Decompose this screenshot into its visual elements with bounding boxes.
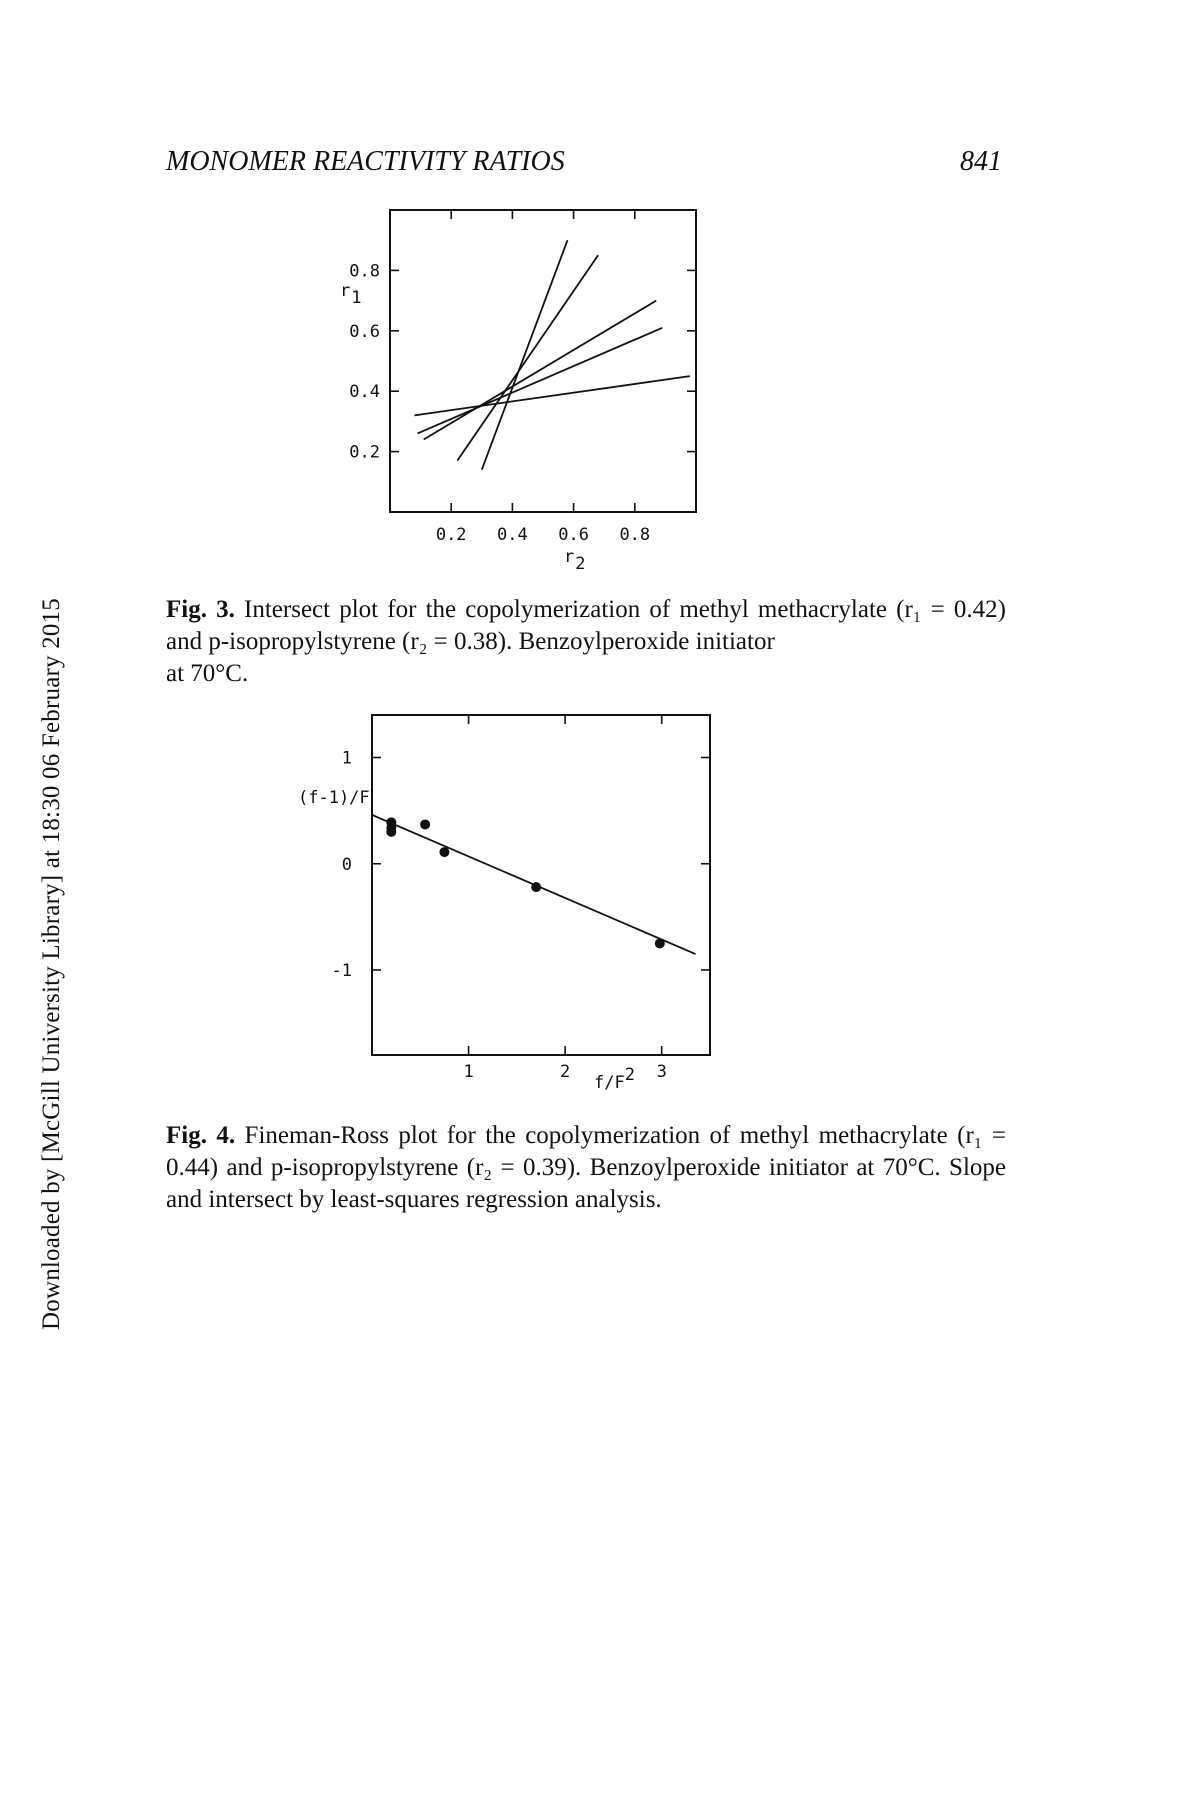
x-tick-label: 1 xyxy=(463,1062,473,1082)
x-axis-label: r2 xyxy=(564,547,586,574)
y-axis-label: (f-1)/F xyxy=(298,788,370,808)
data-point xyxy=(531,882,542,893)
figure-3-intersect-plot: 0.2 0.4 0.6 0.8 0.2 0.4 0.6 0.8 r1 r2 xyxy=(340,209,697,574)
plot-frame xyxy=(371,714,711,1056)
intersect-line xyxy=(480,239,569,471)
y-axis-label: r1 xyxy=(340,281,362,308)
y-tick-label: -1 xyxy=(332,961,352,981)
data-point xyxy=(420,819,431,830)
x-tick-label: 0.2 xyxy=(436,525,467,545)
figure-4-caption: Fig. 4. Fineman-Ross plot for the copoly… xyxy=(166,1120,1006,1216)
figure-3-caption: Fig. 3. Intersect plot for the copolymer… xyxy=(166,594,1006,690)
download-watermark: Downloaded by [McGill University Library… xyxy=(38,597,65,1330)
y-tick-label: 1 xyxy=(342,749,352,769)
x-tick-label: 0.6 xyxy=(558,525,589,545)
intersect-line xyxy=(456,254,599,462)
data-point xyxy=(654,938,665,949)
figure-3-label: Fig. 3. xyxy=(166,596,235,623)
y-tick-label: 0 xyxy=(342,855,352,875)
plot-frame xyxy=(389,209,697,513)
figure-4-caption-text: Fineman-Ross plot for the copolymerizati… xyxy=(166,1122,1006,1213)
y-tick-label: 0.6 xyxy=(349,322,380,342)
data-point xyxy=(439,847,450,858)
figure-4-label: Fig. 4. xyxy=(166,1122,236,1149)
x-tick-label: 3 xyxy=(657,1062,667,1082)
y-tick-label: 0.2 xyxy=(349,443,380,463)
y-tick-label: 0.8 xyxy=(349,261,380,281)
intersect-line xyxy=(414,375,691,417)
page-number: 841 xyxy=(960,146,1002,177)
running-title: MONOMER REACTIVITY RATIOS xyxy=(166,146,565,177)
x-tick-label: 2 xyxy=(560,1062,570,1082)
x-tick-label: 0.4 xyxy=(497,525,528,545)
data-point xyxy=(386,826,397,837)
figure-3-caption-text: Intersect plot for the copolymerization … xyxy=(166,596,1006,655)
x-tick-label: 0.8 xyxy=(619,525,650,545)
figure-4-fineman-ross-plot: 1 2 3 -1 0 1 (f-1)/F f/F2 xyxy=(298,714,711,1093)
intersect-line xyxy=(417,326,663,435)
y-tick-label: 0.4 xyxy=(349,382,380,402)
intersect-line xyxy=(423,299,657,441)
x-axis-label: f/F2 xyxy=(594,1065,635,1093)
figure-3-caption-tail: at 70°C. xyxy=(166,660,249,687)
